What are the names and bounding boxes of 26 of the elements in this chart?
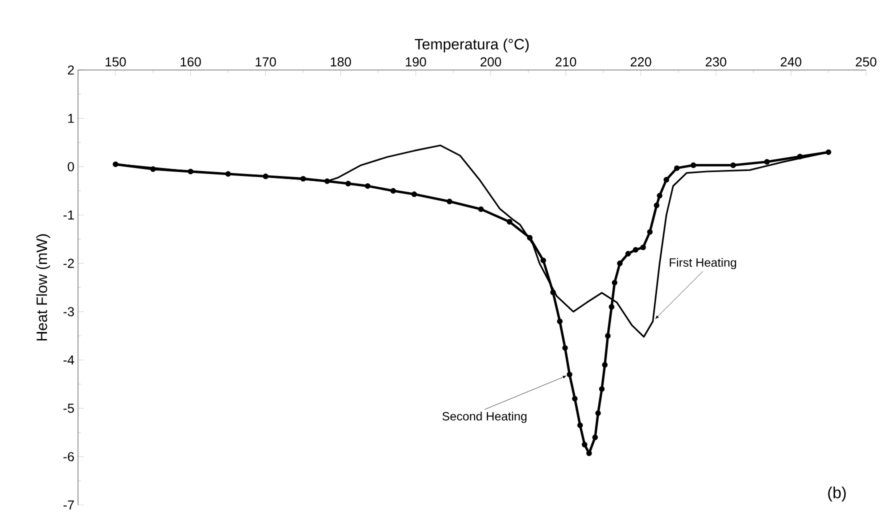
- x-tick-label: 160: [180, 57, 201, 66]
- x-tick-label: 230: [706, 57, 726, 66]
- y-tick-label: -3: [64, 307, 74, 316]
- annotation: First Heating: [670, 258, 736, 270]
- x-tick-label: 250: [856, 57, 876, 66]
- y-tick-label: -2: [64, 258, 74, 268]
- annotation: (b): [828, 486, 846, 502]
- x-axis-title: Temperatura (°C): [414, 38, 529, 52]
- y-tick-label: -5: [64, 404, 74, 413]
- x-tick-label: 150: [106, 57, 126, 66]
- y-tick-label: 0: [68, 162, 74, 172]
- x-tick-label: 200: [480, 57, 502, 66]
- x-tick-label: 220: [630, 57, 652, 66]
- y-tick-label: -4: [64, 356, 74, 364]
- x-tick-label: 240: [780, 57, 802, 66]
- annotation: Second Heating: [442, 412, 526, 423]
- y-axis-title: Heat Flow (mW): [36, 234, 50, 340]
- y-tick-label: -7: [64, 500, 74, 510]
- y-tick-label: 2: [68, 65, 74, 75]
- x-tick-label: 170: [256, 57, 276, 66]
- x-tick-label: 190: [406, 57, 426, 66]
- y-tick-label: -1: [64, 210, 74, 220]
- y-tick-label: -6: [64, 452, 74, 462]
- x-tick-label: 210: [556, 57, 576, 66]
- y-tick-label: 1: [68, 114, 74, 123]
- x-tick-label: 180: [330, 57, 351, 66]
